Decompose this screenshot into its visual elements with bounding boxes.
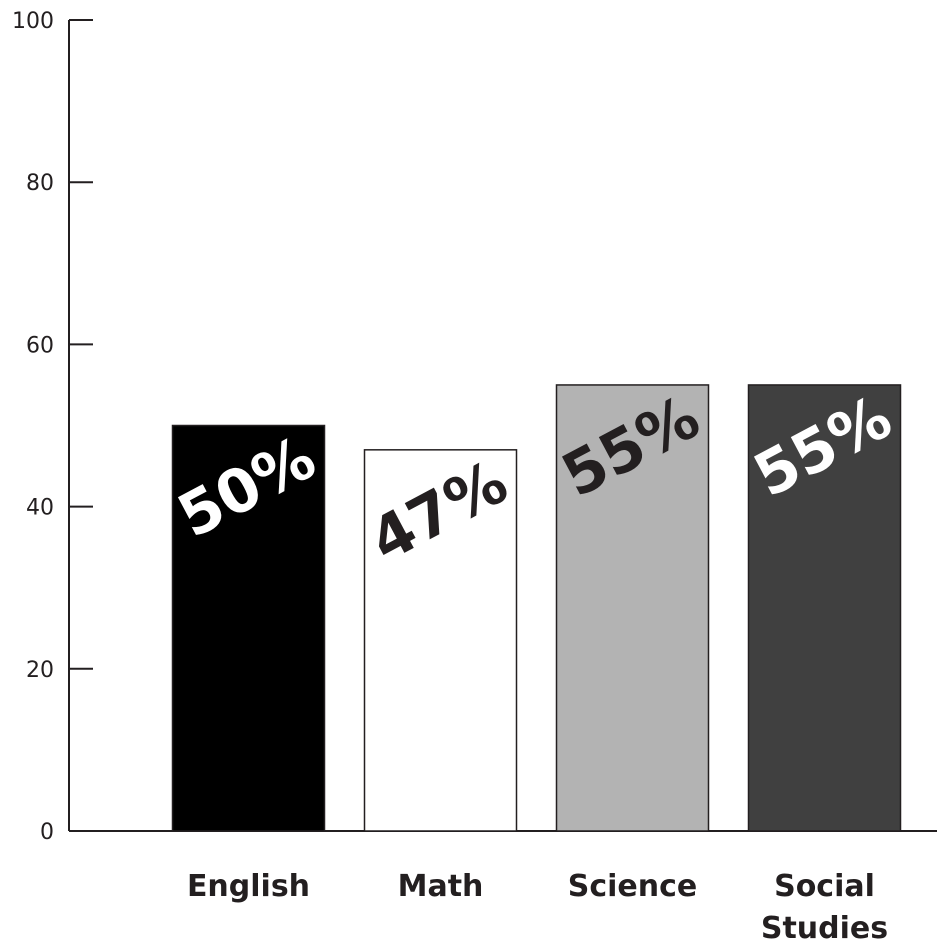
bar-social-studies xyxy=(747,384,902,832)
bar-english xyxy=(171,424,326,832)
x-category-label: English xyxy=(187,869,310,904)
x-category-label: Social Studies xyxy=(761,869,888,946)
y-tick-label: 80 xyxy=(26,171,54,196)
x-category-label: Math xyxy=(398,869,484,904)
y-tick-label: 0 xyxy=(40,820,54,845)
category-labels-group: English Math Science Social Studies xyxy=(187,869,888,946)
y-tick-label: 60 xyxy=(26,333,54,358)
x-category-label: Science xyxy=(568,869,698,904)
bar-math xyxy=(363,449,518,832)
y-tick-label: 100 xyxy=(12,9,54,34)
y-axis-ticks: 0 20 40 60 80 100 xyxy=(12,9,93,845)
y-tick-label: 20 xyxy=(26,658,54,683)
bar-science xyxy=(555,384,710,832)
bars-group xyxy=(171,384,902,832)
y-tick-label: 40 xyxy=(26,496,54,521)
